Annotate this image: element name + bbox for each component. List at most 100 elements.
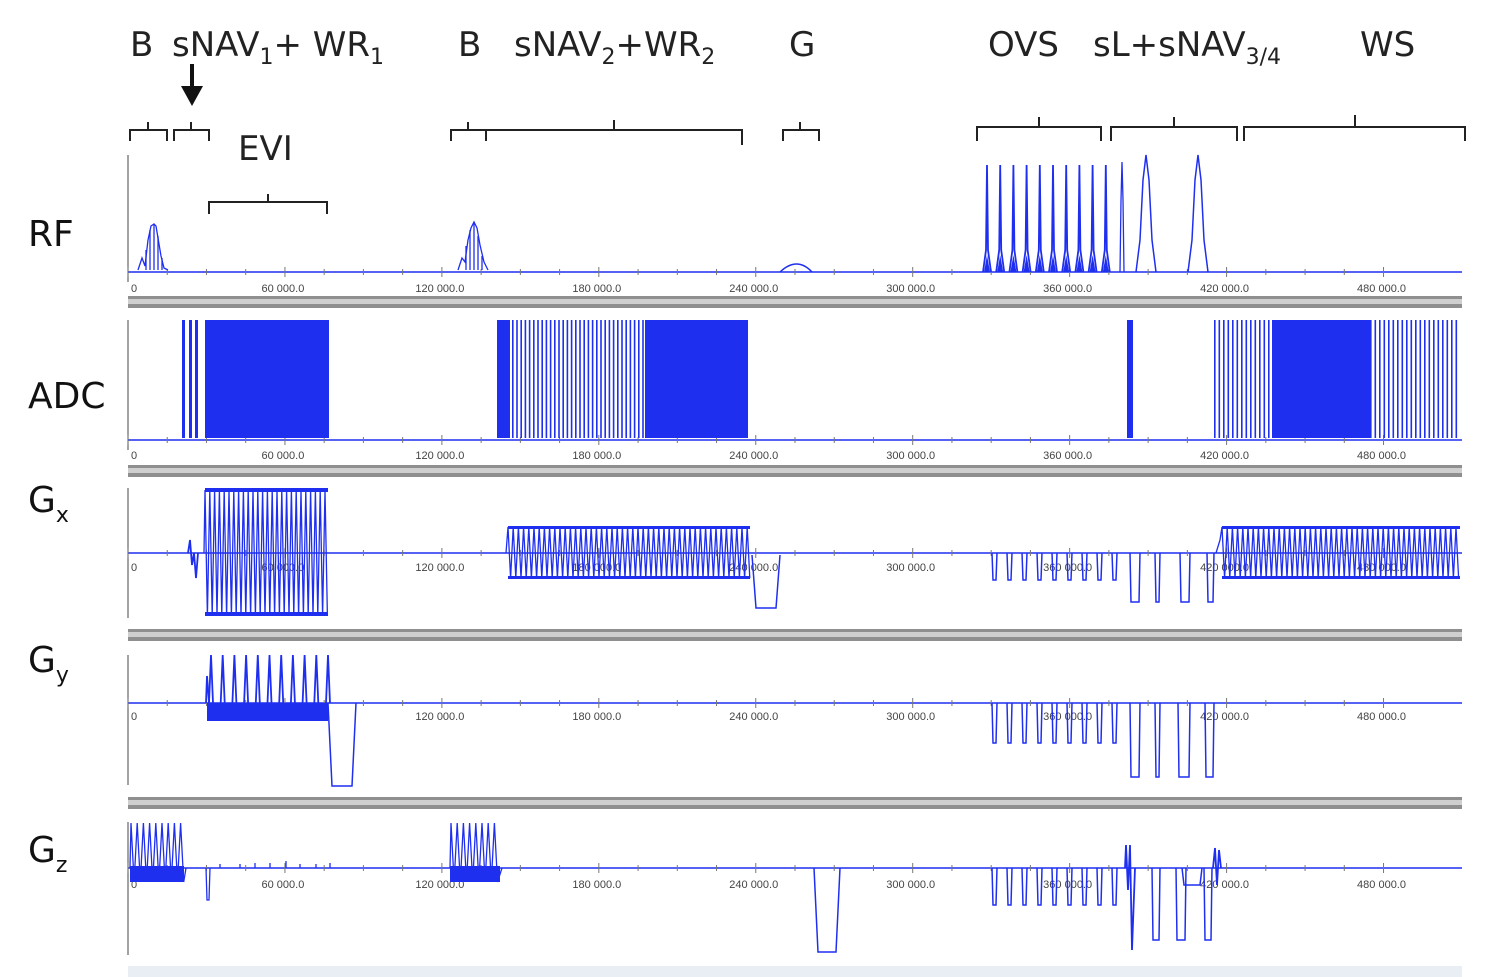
adc-line: [1245, 320, 1248, 438]
adc-line: [1424, 320, 1426, 438]
gx-sl-lobe: [1179, 552, 1191, 603]
adc-line: [1406, 320, 1408, 438]
gy-tick-label: 120 000.0: [415, 711, 464, 723]
gz-tick-label: 0: [131, 879, 137, 891]
gy-evi-blip: [301, 654, 308, 704]
gy-spoiler: [327, 702, 357, 787]
adc-line: [1374, 320, 1377, 438]
adc-line: [604, 320, 606, 438]
rf-pulse-ovs: [1034, 164, 1045, 273]
rf-tick-label: 60 000.0: [262, 283, 305, 295]
rf-pulse-ovs: [1100, 164, 1111, 273]
adc-line: [512, 320, 514, 438]
gy-sl-lobe: [1204, 702, 1215, 778]
adc-line: [1268, 320, 1270, 438]
adc-line: [579, 320, 581, 438]
gy-ovs-lobes: [991, 702, 1215, 778]
bracket-ovs: [976, 117, 1102, 141]
adc-line: [587, 320, 590, 438]
rf-pulse-sl-1: [1135, 154, 1157, 273]
adc-line: [1428, 320, 1431, 438]
snav1-arrow: [181, 64, 203, 106]
channel-labels: RF ADC Gx Gy Gz: [28, 214, 105, 878]
rf-tick-label: 0: [131, 283, 137, 295]
adc-line: [1442, 320, 1444, 438]
adc-line: [566, 320, 569, 438]
adc-line: [541, 320, 543, 438]
gy-evi-prephaser: [205, 675, 210, 704]
gy-tick-label: 420 000.0: [1200, 711, 1249, 723]
adc-tick-label: 60 000.0: [262, 450, 305, 462]
adc-line: [1236, 320, 1239, 438]
adc-line: [1410, 320, 1413, 438]
gy-evi-blip: [290, 654, 296, 704]
rf-pulse-g: [779, 263, 813, 273]
gz-tick-label: 180 000.0: [572, 879, 621, 891]
gx-ovs-lobe: [991, 552, 998, 581]
adc-line: [549, 320, 552, 438]
gy-evi-blips: [205, 654, 331, 721]
gx-evi-top: [205, 488, 328, 492]
gz-sl-lobe: [1151, 867, 1161, 941]
gz-b1-base: [130, 866, 184, 882]
gy-evi-blip: [208, 654, 214, 704]
adc-line: [554, 320, 556, 438]
gx-ws-bottom: [1222, 576, 1460, 579]
channel-label-gz: Gz: [28, 830, 67, 878]
adc-line: [1437, 320, 1440, 438]
adc-line: [1259, 320, 1261, 438]
rf-pulses-ovs: [982, 164, 1111, 273]
rf-tick-label: 240 000.0: [729, 283, 778, 295]
rf-pulse-ovs-base: [1050, 255, 1056, 272]
adc-line: [575, 320, 577, 438]
segment-label-snav2-wr2: sNAV2+WR2: [514, 25, 715, 70]
gy-sl-lobe: [1177, 702, 1191, 778]
gz-ovs-lobe: [1081, 867, 1088, 906]
adc-waveform: [182, 320, 1458, 438]
gy-waveform: [205, 654, 1215, 787]
rf-tick-label: 300 000.0: [886, 283, 935, 295]
gy-evi-blip: [231, 654, 238, 704]
gy-ovs-lobe: [1051, 702, 1058, 744]
adc-line: [1379, 320, 1381, 438]
gx-ovs-lobe: [1111, 552, 1118, 581]
gx-evi-trace: [203, 489, 329, 617]
gy-tick-label: 240 000.0: [729, 711, 778, 723]
adc-line: [625, 320, 627, 438]
adc-ws-lines: [1214, 320, 1458, 438]
panel-separators: [128, 296, 1462, 977]
gy-sl-lobe: [1129, 702, 1141, 778]
adc-tick-label: 180 000.0: [572, 450, 621, 462]
gy-ovs-lobe: [991, 702, 998, 744]
adc-line: [562, 320, 564, 438]
bracket-snav2: [485, 120, 743, 145]
gy-evi-blip: [313, 654, 320, 704]
adc-line: [524, 320, 527, 438]
gz-sl-bipolar: [1124, 844, 1136, 951]
gy-ovs-lobe: [1096, 702, 1103, 744]
gy-evi-blip: [243, 654, 249, 704]
gz-tick-label: 480 000.0: [1357, 879, 1406, 891]
gx-tick-label: 300 000.0: [886, 562, 935, 574]
rf-pulse-ovs-base: [1102, 255, 1109, 272]
bracket-ws: [1243, 115, 1466, 141]
gx-sl-lobe: [1154, 552, 1161, 603]
adc-line: [1232, 320, 1234, 438]
adc-line: [537, 320, 539, 438]
gz-ovs-lobe: [1111, 867, 1118, 906]
gz-ovs-lobes: [991, 844, 1222, 951]
adc-line: [516, 320, 518, 438]
rf-pulse-ovs-base: [1010, 255, 1017, 272]
gy-evi-blip: [278, 654, 285, 704]
adc-line: [528, 320, 531, 438]
adc-tick-label: 360 000.0: [1043, 450, 1092, 462]
adc-tick-label: 0: [131, 450, 137, 462]
bracket-b1: [129, 122, 168, 141]
adc-line: [545, 320, 548, 438]
bracket-snav1: [173, 122, 210, 141]
adc-line: [583, 320, 585, 438]
gz-tick-label: 240 000.0: [729, 879, 778, 891]
gx-snav2-top: [508, 526, 750, 529]
channel-label-gy: Gy: [28, 640, 69, 688]
bracket-sl-snav34: [1110, 117, 1238, 141]
